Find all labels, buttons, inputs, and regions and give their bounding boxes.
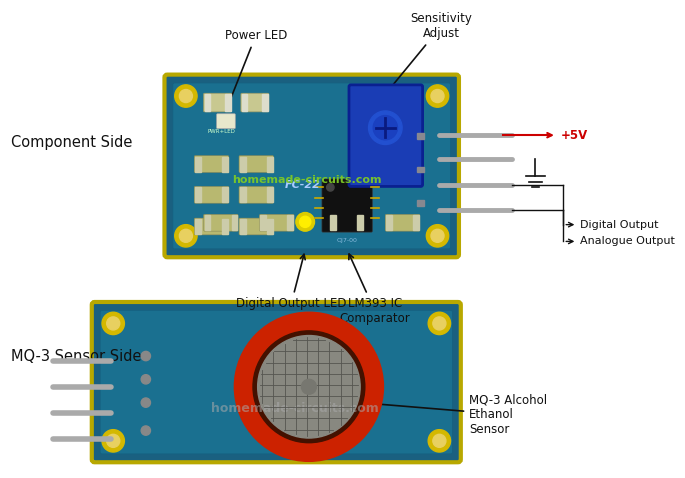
FancyBboxPatch shape	[203, 93, 232, 112]
Circle shape	[234, 312, 384, 461]
FancyBboxPatch shape	[164, 75, 459, 257]
Circle shape	[258, 336, 360, 438]
Text: FC-22: FC-22	[284, 180, 321, 190]
Text: PWR+LED: PWR+LED	[208, 129, 235, 134]
Bar	[267, 187, 273, 202]
FancyBboxPatch shape	[203, 215, 238, 231]
FancyBboxPatch shape	[239, 218, 273, 235]
FancyBboxPatch shape	[260, 215, 294, 231]
Bar	[417, 200, 425, 206]
Circle shape	[141, 375, 151, 384]
Circle shape	[141, 351, 151, 361]
Text: Digital Output LED: Digital Output LED	[236, 254, 347, 310]
Circle shape	[431, 89, 444, 103]
Circle shape	[426, 225, 449, 247]
Bar	[260, 215, 266, 230]
Bar	[417, 167, 425, 173]
Bar	[413, 215, 419, 230]
Bar	[242, 94, 247, 111]
Circle shape	[253, 331, 365, 443]
Text: OJ7-00: OJ7-00	[337, 238, 358, 243]
Text: Digital Output: Digital Output	[580, 219, 658, 229]
FancyBboxPatch shape	[239, 156, 273, 173]
Circle shape	[175, 225, 197, 247]
Bar	[267, 157, 273, 172]
Bar	[195, 187, 201, 202]
Bar	[195, 157, 201, 172]
Circle shape	[327, 184, 334, 191]
Bar	[386, 215, 392, 230]
FancyBboxPatch shape	[195, 156, 229, 173]
Bar	[205, 94, 210, 111]
Circle shape	[299, 216, 311, 228]
Bar	[222, 219, 228, 234]
Circle shape	[428, 430, 451, 452]
Circle shape	[102, 312, 125, 335]
Bar	[288, 215, 293, 230]
FancyBboxPatch shape	[195, 218, 229, 235]
FancyBboxPatch shape	[241, 93, 269, 112]
Text: homemade-circuits.com: homemade-circuits.com	[232, 175, 382, 185]
Circle shape	[428, 312, 451, 335]
FancyBboxPatch shape	[100, 310, 452, 454]
Bar	[195, 219, 201, 234]
Circle shape	[296, 213, 314, 231]
Circle shape	[175, 85, 197, 107]
Text: Analogue Output: Analogue Output	[580, 237, 675, 247]
Bar	[225, 94, 231, 111]
Circle shape	[102, 430, 125, 452]
FancyBboxPatch shape	[195, 186, 229, 203]
FancyBboxPatch shape	[239, 186, 273, 203]
Text: MQ-3 Sensor Side: MQ-3 Sensor Side	[11, 348, 141, 364]
Text: +5V: +5V	[560, 129, 588, 141]
Circle shape	[373, 116, 397, 140]
Bar	[240, 187, 245, 202]
Circle shape	[369, 111, 402, 144]
FancyBboxPatch shape	[92, 302, 461, 462]
Circle shape	[141, 426, 151, 435]
Bar	[417, 133, 425, 139]
Bar	[240, 157, 245, 172]
Circle shape	[426, 85, 449, 107]
FancyBboxPatch shape	[216, 114, 235, 129]
Bar	[222, 157, 228, 172]
Text: homemade-circuits.com: homemade-circuits.com	[211, 402, 379, 415]
Circle shape	[107, 317, 120, 330]
Bar	[232, 215, 237, 230]
Bar	[205, 215, 210, 230]
Text: MQ-3 Alcohol
Ethanol
Sensor: MQ-3 Alcohol Ethanol Sensor	[286, 393, 547, 436]
Bar	[358, 215, 363, 230]
Bar	[262, 94, 268, 111]
Circle shape	[301, 380, 316, 394]
FancyBboxPatch shape	[349, 85, 423, 186]
Circle shape	[431, 229, 444, 242]
FancyBboxPatch shape	[173, 83, 451, 249]
Text: Component Side: Component Side	[11, 135, 132, 150]
FancyBboxPatch shape	[322, 179, 372, 232]
Circle shape	[433, 317, 446, 330]
Bar	[222, 187, 228, 202]
Text: Sensitivity
Adjust: Sensitivity Adjust	[388, 12, 472, 91]
Circle shape	[141, 398, 151, 407]
Circle shape	[179, 229, 192, 242]
Circle shape	[433, 435, 446, 447]
FancyBboxPatch shape	[386, 215, 420, 231]
Bar	[267, 219, 273, 234]
FancyBboxPatch shape	[329, 215, 364, 231]
Bar	[240, 219, 245, 234]
Text: Power LED: Power LED	[225, 29, 287, 109]
Text: LM393 IC
Comparator: LM393 IC Comparator	[340, 254, 410, 326]
Bar	[330, 215, 336, 230]
Circle shape	[179, 89, 192, 103]
Circle shape	[107, 435, 120, 447]
